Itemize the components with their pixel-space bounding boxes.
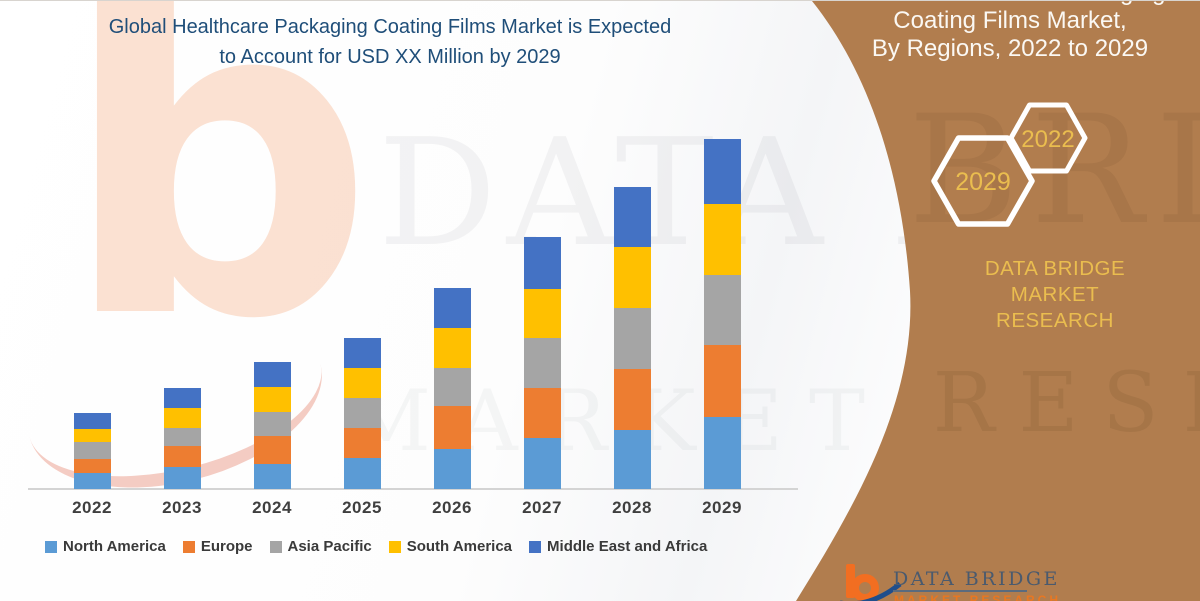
bar-segment-2027-north-america — [523, 438, 561, 489]
brown-watermark-line1: DATA BRIDGE — [872, 96, 1200, 256]
bar-segment-2029-europe — [703, 345, 741, 417]
chart-title-line1: Global Healthcare Packaging Coating Film… — [108, 16, 672, 38]
panel-title-cutoff-line: Global Healthcare Packaging — [845, 1, 1175, 7]
brand-text-line2: RESEARCH — [996, 309, 1114, 332]
bar-segment-2025-south-america — [343, 368, 381, 398]
legend-item-south-america: South America — [388, 538, 513, 555]
brand-text-line1: DATA BRIDGE MARKET — [984, 257, 1126, 306]
panel-title-line2: By Regions, 2022 to 2029 — [871, 35, 1149, 62]
bar-segment-2022-south-america — [73, 429, 111, 442]
bar-segment-2029-south-america — [703, 204, 741, 275]
bar-segment-2025-middle-east-and-africa — [343, 338, 381, 368]
bar-segment-2025-north-america — [343, 458, 381, 489]
bar-2026 — [433, 288, 471, 489]
bar-segment-2026-europe — [433, 406, 471, 449]
brand-text: DATA BRIDGE MARKET RESEARCH — [938, 256, 1172, 334]
bar-segment-2027-south-america — [523, 289, 561, 338]
bar-segment-2023-south-america — [163, 408, 201, 428]
bar-2028 — [613, 187, 651, 489]
legend-swatch-middle-east-and-africa — [529, 540, 542, 553]
x-axis-line — [28, 488, 798, 490]
bar-segment-2026-north-america — [433, 449, 471, 489]
bar-segment-2024-south-america — [253, 387, 291, 412]
wedge-shape — [796, 1, 1200, 601]
bar-2025 — [343, 338, 381, 489]
legend-swatch-asia-pacific — [269, 540, 282, 553]
bar-segment-2025-europe — [343, 428, 381, 458]
legend-swatch-south-america — [388, 540, 401, 553]
brown-watermark-line2: MARKET RESEARCH — [878, 363, 1200, 451]
bar-segment-2024-middle-east-and-africa — [253, 362, 291, 387]
legend-label-middle-east-and-africa: Middle East and Africa — [547, 538, 708, 555]
bar-segment-2029-asia-pacific — [703, 275, 741, 345]
x-axis-label-2028: 2028 — [612, 498, 652, 517]
x-axis-label-2024: 2024 — [252, 498, 292, 517]
bar-2023 — [163, 388, 201, 489]
bar-segment-2022-asia-pacific — [73, 442, 111, 459]
faint-databridge-logo: b — [60, 0, 375, 415]
x-axis-label-2022: 2022 — [72, 498, 112, 517]
legend-swatch-europe — [182, 540, 195, 553]
stacked-bar-chart: 2022 2023 2024 2025 2026 2027 2028 2029 — [0, 1, 840, 601]
legend-label-south-america: South America — [406, 538, 513, 555]
bar-segment-2026-south-america — [433, 328, 471, 368]
bar-segment-2028-europe — [613, 369, 651, 430]
bar-2029 — [703, 139, 741, 489]
x-axis-label-2025: 2025 — [342, 498, 382, 517]
bar-2024 — [253, 362, 291, 489]
footer-logo-subtext: MARKET RESEARCH — [894, 593, 1062, 601]
bar-segment-2025-asia-pacific — [343, 398, 381, 428]
bar-segment-2029-middle-east-and-africa — [703, 139, 741, 204]
bar-segment-2028-south-america — [613, 247, 651, 308]
bar-segment-2027-asia-pacific — [523, 338, 561, 388]
legend-item-europe: Europe — [182, 538, 253, 555]
footer-logo-underline — [893, 590, 1027, 592]
brown-watermark-clip-1: DATA BRIDGE — [872, 96, 1200, 256]
bar-2022 — [73, 413, 111, 489]
legend-item-asia-pacific: Asia Pacific — [269, 538, 372, 555]
footer-logo-text: DATA BRIDGE — [893, 568, 1060, 590]
bar-segment-2024-north-america — [253, 464, 291, 489]
bar-segment-2028-asia-pacific — [613, 308, 651, 369]
bar-segment-2023-europe — [163, 446, 201, 467]
bar-segment-2022-middle-east-and-africa — [73, 413, 111, 429]
chart-legend: North America Europe Asia Pacific South Ame… — [45, 538, 707, 555]
bar-segment-2023-asia-pacific — [163, 428, 201, 446]
bar-segment-2023-middle-east-and-africa — [163, 388, 201, 408]
bar-segment-2028-north-america — [613, 430, 651, 489]
bar-segment-2028-middle-east-and-africa — [613, 187, 651, 247]
chart-title: Global Healthcare Packaging Coating Film… — [30, 12, 750, 72]
panel-title-line1: Coating Films Market, — [893, 7, 1127, 34]
bar-segment-2022-north-america — [73, 473, 111, 489]
brown-watermark-clip-2: MARKET RESEARCH — [878, 363, 1200, 475]
bar-2027 — [523, 237, 561, 489]
legend-label-north-america: North America — [63, 538, 166, 555]
legend-label-europe: Europe — [200, 538, 253, 555]
x-axis-label-2029: 2029 — [702, 498, 742, 517]
x-axis-label-2027: 2027 — [522, 498, 562, 517]
bar-segment-2026-asia-pacific — [433, 368, 471, 406]
bar-segment-2022-europe — [73, 459, 111, 473]
legend-label-asia-pacific: Asia Pacific — [287, 538, 372, 555]
chart-title-line2: to Account for USD XX Million by 2029 — [219, 46, 561, 68]
bar-segment-2023-north-america — [163, 467, 201, 489]
x-axis-label-2026: 2026 — [432, 498, 472, 517]
bar-segment-2024-asia-pacific — [253, 412, 291, 436]
bar-segment-2027-europe — [523, 388, 561, 438]
bar-segment-2027-middle-east-and-africa — [523, 237, 561, 289]
logo-b-bowl — [851, 574, 879, 601]
bar-segment-2024-europe — [253, 436, 291, 464]
x-axis-label-2023: 2023 — [162, 498, 202, 517]
legend-swatch-north-america — [45, 540, 57, 553]
legend-item-north-america: North America — [45, 538, 166, 555]
legend-item-middle-east-and-africa: Middle East and Africa — [529, 538, 707, 555]
bar-segment-2029-north-america — [703, 417, 741, 489]
bar-segment-2026-middle-east-and-africa — [433, 288, 471, 328]
